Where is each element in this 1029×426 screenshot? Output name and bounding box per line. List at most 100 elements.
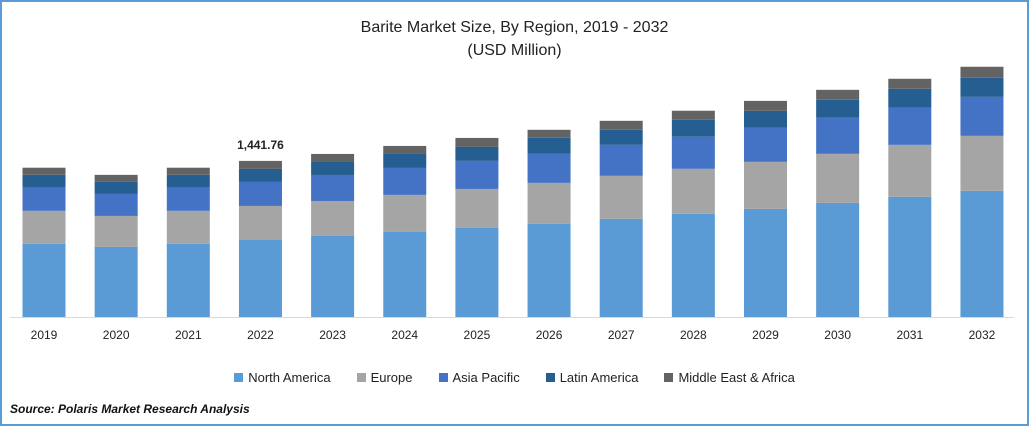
bar-segment-latin-america-2024: [383, 153, 427, 168]
bar-segment-asia-pacific-2028: [671, 136, 715, 169]
bar-segment-north-america-2029: [744, 208, 787, 317]
bar-segment-north-america-2024: [383, 231, 427, 317]
bar-segment-north-america-2030: [816, 202, 860, 317]
legend-label: Asia Pacific: [452, 370, 520, 385]
bar-segment-north-america-2028: [671, 213, 715, 317]
bar-segment-middle-east-africa-2023: [311, 153, 355, 162]
bar-segment-latin-america-2021: [166, 174, 210, 188]
bar-segment-middle-east-africa-2029: [744, 100, 787, 111]
bar-segment-north-america-2019: [22, 243, 66, 317]
bar-segment-asia-pacific-2024: [383, 167, 427, 195]
x-tick-label: 2031: [896, 328, 923, 342]
bar-segment-middle-east-africa-2022: [238, 160, 282, 169]
bar-segment-europe-2020: [94, 215, 138, 247]
x-tick-label: 2032: [969, 328, 996, 342]
bar-segment-asia-pacific-2021: [166, 187, 210, 211]
bar-segment-europe-2019: [22, 210, 66, 244]
bar-segment-latin-america-2019: [22, 174, 66, 188]
x-tick-label: 2023: [319, 328, 346, 342]
bar-segment-north-america-2032: [960, 190, 1004, 317]
legend-swatch: [356, 373, 366, 382]
bar-segment-latin-america-2031: [888, 88, 932, 108]
legend: North America Europe Asia Pacific Latin Ame…: [2, 370, 1027, 385]
bar-segment-asia-pacific-2023: [311, 174, 355, 201]
bar-segment-europe-2024: [383, 194, 427, 232]
bar-segment-latin-america-2032: [960, 77, 1004, 97]
legend-label: Europe: [370, 370, 413, 385]
bar-segment-europe-2026: [527, 182, 571, 224]
source-note: Source: Polaris Market Research Analysis: [10, 402, 250, 416]
bar-segment-latin-america-2023: [311, 161, 355, 175]
x-tick-label: 2028: [680, 328, 707, 342]
chart-title: Barite Market Size, By Region, 2019 - 20…: [360, 19, 669, 36]
bar-segment-middle-east-africa-2032: [960, 66, 1004, 78]
bar-segment-north-america-2031: [888, 196, 932, 317]
bar-segment-middle-east-africa-2020: [94, 174, 138, 182]
bar-segment-europe-2022: [238, 205, 282, 240]
x-tick-label: 2021: [175, 328, 202, 342]
bar-segment-asia-pacific-2031: [888, 107, 932, 145]
legend-item: North America: [234, 370, 331, 385]
bar-segment-north-america-2023: [311, 235, 355, 317]
legend-swatch: [664, 373, 674, 382]
bar-segment-middle-east-africa-2019: [22, 167, 66, 175]
bar-segment-asia-pacific-2026: [527, 153, 571, 183]
bar-segment-north-america-2021: [166, 243, 210, 317]
bar-segment-latin-america-2029: [744, 110, 787, 128]
bar-segment-europe-2031: [888, 144, 932, 197]
data-label: 1,441.76: [237, 138, 284, 152]
bar-segment-latin-america-2027: [599, 129, 643, 145]
x-tick-label: 2026: [536, 328, 563, 342]
bar-segment-north-america-2026: [527, 223, 571, 317]
bar-segment-europe-2029: [744, 161, 787, 209]
x-tick-label: 2020: [103, 328, 130, 342]
legend-swatch: [438, 373, 448, 382]
bar-segment-middle-east-africa-2025: [455, 137, 499, 147]
x-tick-label: 2030: [824, 328, 851, 342]
bar-segment-asia-pacific-2030: [816, 117, 860, 154]
bar-segment-north-america-2020: [94, 246, 138, 317]
x-tick-label: 2029: [752, 328, 779, 342]
bar-segment-asia-pacific-2027: [599, 144, 643, 176]
legend-label: North America: [248, 370, 331, 385]
x-tick-label: 2027: [608, 328, 635, 342]
legend-item: Latin America: [545, 370, 639, 385]
bar-segment-middle-east-africa-2021: [166, 167, 210, 175]
bar-segment-north-america-2025: [455, 227, 499, 317]
bar-segment-latin-america-2025: [455, 146, 499, 161]
bar-segment-middle-east-africa-2028: [671, 110, 715, 120]
legend-item: Europe: [356, 370, 413, 385]
x-tick-label: 2024: [391, 328, 418, 342]
legend-item: Middle East & Africa: [664, 370, 795, 385]
bar-segment-europe-2025: [455, 188, 499, 228]
bar-segment-middle-east-africa-2030: [816, 89, 860, 100]
bar-segment-middle-east-africa-2026: [527, 129, 571, 138]
legend-label: Middle East & Africa: [678, 370, 795, 385]
bar-segment-latin-america-2020: [94, 181, 138, 194]
bar-segment-europe-2028: [671, 168, 715, 214]
bar-segment-europe-2021: [166, 210, 210, 244]
bar-segment-latin-america-2022: [238, 168, 282, 182]
bar-segment-north-america-2022: [238, 239, 282, 317]
x-tick-label: 2025: [464, 328, 491, 342]
chart-subtitle: (USD Million): [467, 42, 562, 59]
bar-segment-asia-pacific-2029: [744, 127, 787, 162]
bar-segment-europe-2027: [599, 175, 643, 219]
legend-item: Asia Pacific: [438, 370, 520, 385]
bar-segment-middle-east-africa-2024: [383, 145, 427, 154]
legend-swatch: [234, 373, 244, 382]
bar-segment-asia-pacific-2032: [960, 96, 1004, 136]
x-tick-label: 2022: [247, 328, 274, 342]
bar-segment-latin-america-2028: [671, 119, 715, 137]
bar-segment-europe-2023: [311, 200, 355, 236]
x-tick-label: 2019: [31, 328, 58, 342]
bar-segment-latin-america-2030: [816, 99, 860, 118]
legend-swatch: [545, 373, 555, 382]
bar-segment-latin-america-2026: [527, 137, 571, 154]
bar-segment-middle-east-africa-2031: [888, 78, 932, 89]
bar-segment-asia-pacific-2019: [22, 187, 66, 211]
legend-label: Latin America: [559, 370, 639, 385]
bar-segment-asia-pacific-2025: [455, 160, 499, 189]
